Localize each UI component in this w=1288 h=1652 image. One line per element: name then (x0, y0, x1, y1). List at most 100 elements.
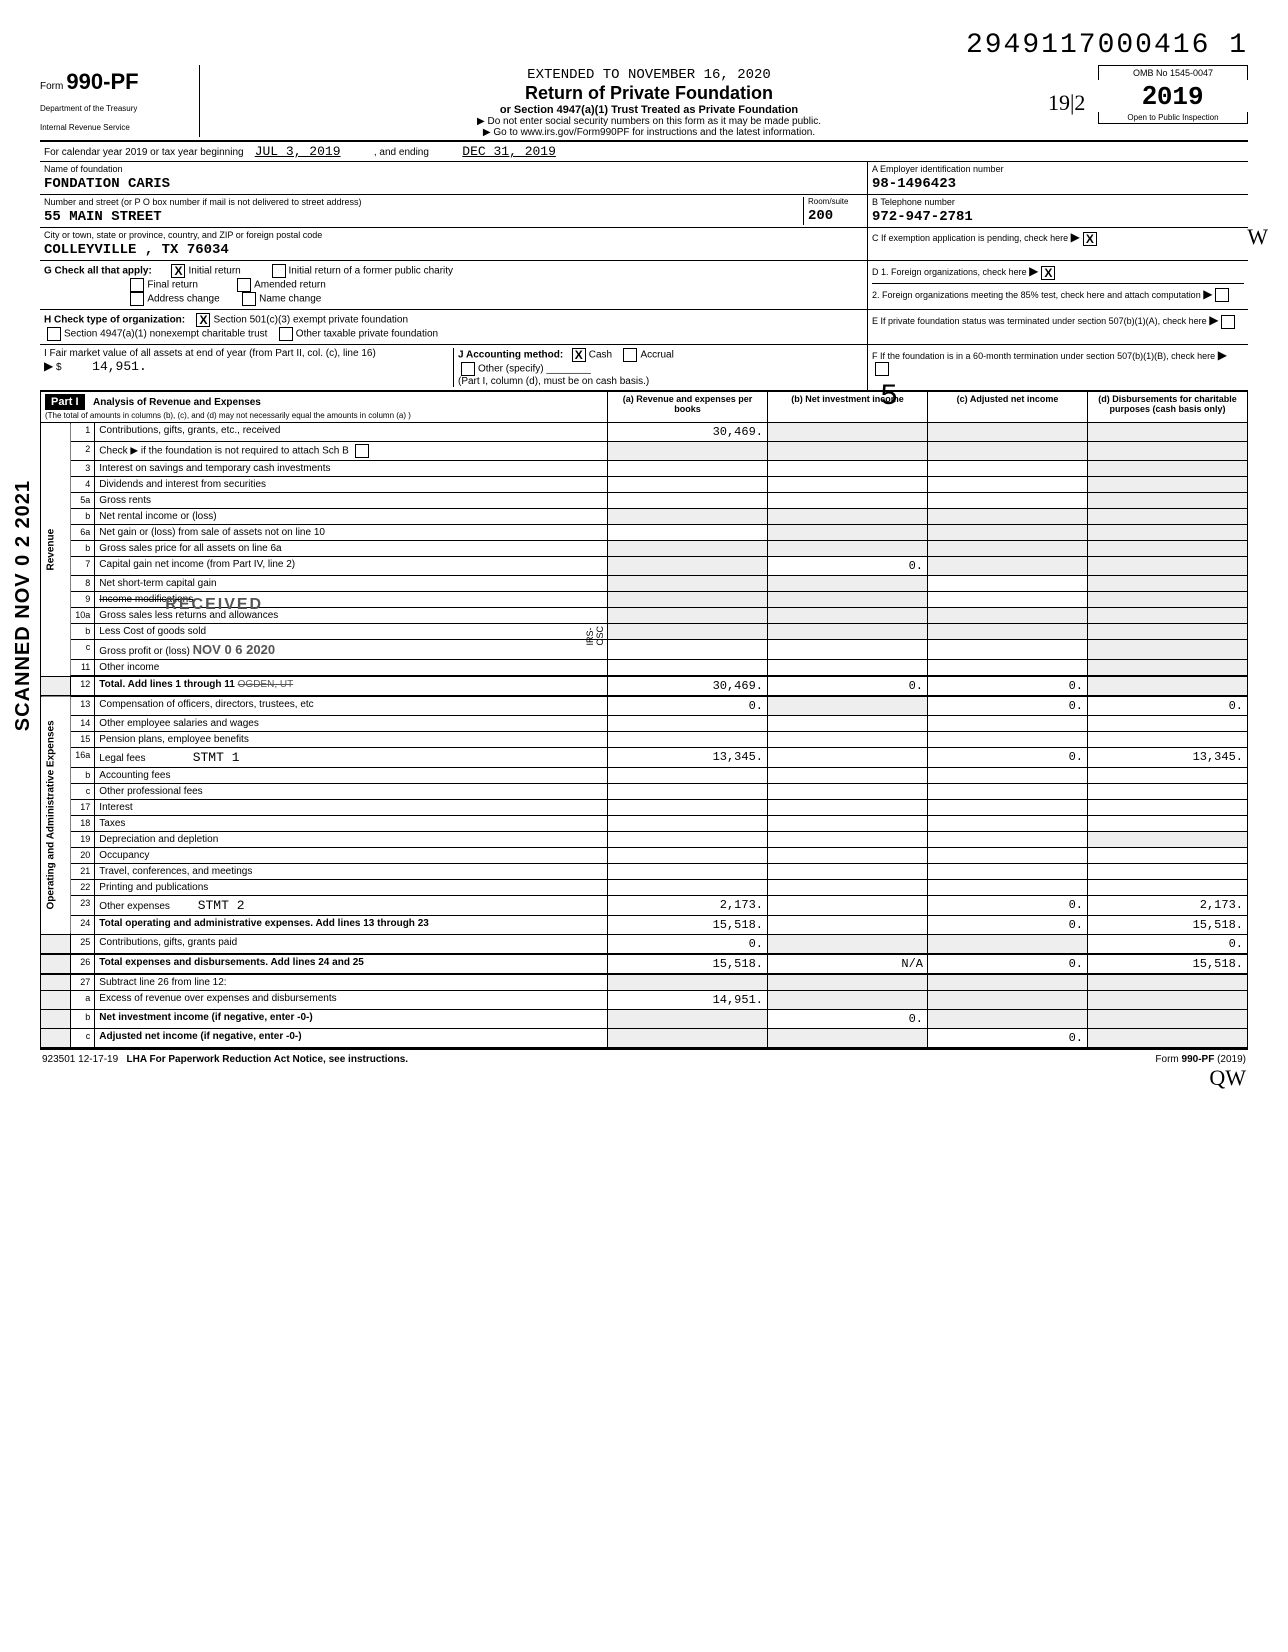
j-label: J Accounting method: (458, 350, 563, 361)
col-b-header: (b) Net investment income (768, 392, 928, 423)
h-other: Other taxable private foundation (296, 329, 438, 340)
table-row: 20Occupancy (41, 848, 1248, 864)
table-row: 26Total expenses and disbursements. Add … (41, 954, 1248, 974)
table-row: 8Net short-term capital gain (41, 576, 1248, 592)
table-row: 22Printing and publications (41, 880, 1248, 896)
g-addr: Address change (147, 294, 219, 305)
revenue-side-label: Revenue (41, 423, 71, 677)
table-row: cAdjusted net income (if negative, enter… (41, 1029, 1248, 1048)
city-label: City or town, state or province, country… (44, 230, 322, 240)
table-row: bLess Cost of goods soldIRS-OSC (41, 624, 1248, 640)
omb-number: OMB No 1545-0047 (1098, 65, 1248, 80)
checkbox-initial[interactable]: X (171, 264, 185, 278)
i-right: F If the foundation is in a 60-month ter… (868, 345, 1248, 391)
table-row: 14Other employee salaries and wages (41, 716, 1248, 732)
table-row: 16aLegal fees STMT 113,345.0.13,345. (41, 748, 1248, 768)
ssn-warning: ▶ Do not enter social security numbers o… (208, 116, 1090, 127)
arrow-icon: ▶ (1218, 348, 1227, 362)
g-label: G Check all that apply: (44, 266, 152, 277)
calendar-year-row: For calendar year 2019 or tax year begin… (40, 142, 1248, 162)
g-right: D 1. Foreign organizations, check here ▶… (868, 261, 1248, 309)
part1-badge: Part I (45, 394, 85, 410)
table-row: 17Interest (41, 800, 1248, 816)
table-row: 15Pension plans, employee benefits (41, 732, 1248, 748)
addr-label: Number and street (or P O box number if … (44, 197, 361, 207)
footer-code: 923501 12-17-19 (42, 1054, 118, 1065)
j-cash: Cash (589, 350, 612, 361)
year-script: 19|2 (1048, 90, 1085, 116)
stmt-2: STMT 2 (198, 898, 245, 913)
received-date: NOV 0 6 2020 (193, 642, 275, 657)
checkbox-c[interactable]: X (1083, 232, 1097, 246)
part1-header-row: Part I Analysis of Revenue and Expenses … (41, 392, 1248, 423)
checkbox-e[interactable] (1221, 315, 1235, 329)
checkbox-schb[interactable] (355, 444, 369, 458)
room-cell: Room/suite 200 (803, 197, 863, 225)
checkbox-accrual[interactable] (623, 348, 637, 362)
table-row: 25Contributions, gifts, grants paid0.0. (41, 935, 1248, 955)
table-row: 5aGross rents (41, 493, 1248, 509)
c-label: C If exemption application is pending, c… (872, 233, 1068, 243)
section-g: G Check all that apply: XInitial return … (40, 261, 1248, 310)
table-row: cGross profit or (loss) NOV 0 6 2020 (41, 640, 1248, 660)
i-label: I Fair market value of all assets at end… (44, 348, 376, 359)
checkbox-f[interactable] (875, 362, 889, 376)
table-row: 3Interest on savings and temporary cash … (41, 461, 1248, 477)
h-left: H Check type of organization: XSection 5… (40, 310, 868, 345)
table-row: 10aGross sales less returns and allowanc… (41, 608, 1248, 624)
room-label: Room/suite (808, 197, 848, 206)
checkbox-cash[interactable]: X (572, 348, 586, 362)
year-end: DEC 31, 2019 (462, 144, 556, 159)
checkbox-final[interactable] (130, 278, 144, 292)
table-row: Operating and Administrative Expenses 13… (41, 696, 1248, 716)
table-row: cOther professional fees (41, 784, 1248, 800)
checkbox-d2[interactable] (1215, 288, 1229, 302)
col-a-header: (a) Revenue and expenses per books (608, 392, 768, 423)
checkbox-other-pf[interactable] (279, 327, 293, 341)
h-right: E If private foundation status was termi… (868, 310, 1248, 345)
cal-year-pre: For calendar year 2019 or tax year begin… (44, 147, 244, 158)
addr-cell: Number and street (or P O box number if … (40, 195, 867, 228)
tax-year: 2019 (1098, 80, 1248, 112)
f-label: F If the foundation is in a 60-month ter… (872, 351, 1215, 361)
name-cell: Name of foundation FONDATION CARIS (40, 162, 867, 195)
checkbox-initial-former[interactable] (272, 264, 286, 278)
ein-cell: A Employer identification number 98-1496… (868, 162, 1248, 195)
checkbox-amended[interactable] (237, 278, 251, 292)
scanned-stamp: SCANNED NOV 0 2 2021 (12, 480, 35, 731)
table-row: 4Dividends and interest from securities (41, 477, 1248, 493)
fmv-value: 14,951. (92, 359, 147, 374)
footer: 923501 12-17-19 LHA For Paperwork Reduct… (40, 1048, 1248, 1095)
table-row: bAccounting fees (41, 768, 1248, 784)
g-name: Name change (259, 294, 321, 305)
title-box: EXTENDED TO NOVEMBER 16, 2020 Return of … (200, 65, 1098, 140)
arrow-icon: ▶ (1029, 264, 1038, 278)
j-other: Other (specify) (478, 364, 544, 375)
d2-label: 2. Foreign organizations meeting the 85%… (872, 290, 1201, 300)
g-final: Final return (147, 280, 198, 291)
checkbox-d1[interactable]: X (1041, 266, 1055, 280)
ogden-stamp: OGDEN, UT (238, 679, 294, 690)
checkbox-501c3[interactable]: X (196, 313, 210, 327)
sub-title: or Section 4947(a)(1) Trust Treated as P… (208, 104, 1090, 116)
street-address: 55 MAIN STREET (44, 209, 803, 225)
c-cell: C If exemption application is pending, c… (868, 228, 1248, 248)
table-row: 18Taxes (41, 816, 1248, 832)
checkbox-name[interactable] (242, 292, 256, 306)
public-inspection: Open to Public Inspection (1098, 112, 1248, 124)
checkbox-other-acct[interactable] (461, 362, 475, 376)
arrow-icon: ▶ (1071, 230, 1080, 244)
checkbox-4947[interactable] (47, 327, 61, 341)
d1-label: D 1. Foreign organizations, check here (872, 267, 1027, 277)
table-row: 19Depreciation and depletion (41, 832, 1248, 848)
table-row: 24Total operating and administrative exp… (41, 916, 1248, 935)
form-ref: Form 990-PF (2019) (1155, 1054, 1246, 1065)
form-id-box: Form 990-PF Department of the Treasury I… (40, 65, 200, 137)
city-value: COLLEYVILLE , TX 76034 (44, 242, 863, 258)
e-label: E If private foundation status was termi… (872, 316, 1207, 326)
lha-notice: LHA For Paperwork Reduction Act Notice, … (127, 1054, 409, 1065)
table-row: 11Other income (41, 660, 1248, 677)
h-4947: Section 4947(a)(1) nonexempt charitable … (64, 329, 267, 340)
table-row: aExcess of revenue over expenses and dis… (41, 991, 1248, 1010)
checkbox-addr[interactable] (130, 292, 144, 306)
